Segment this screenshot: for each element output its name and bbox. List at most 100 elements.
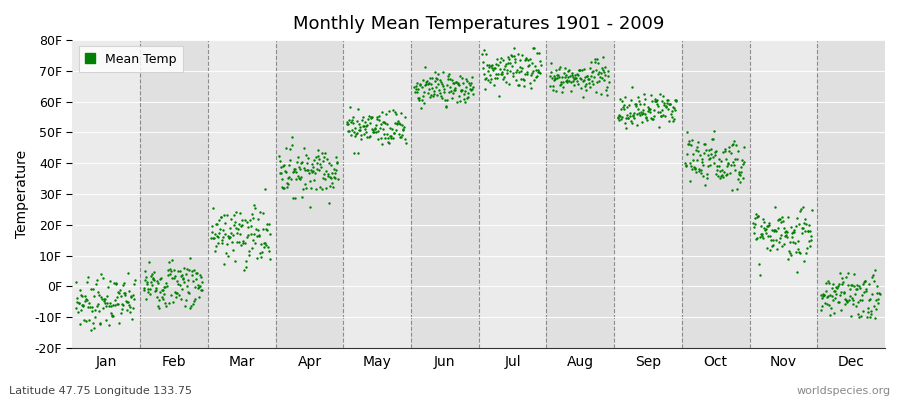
Point [833,288,848,295]
Point [835,280,850,287]
Point [329,167,344,173]
Point [289,169,303,176]
Point [497,66,511,72]
Point [499,79,513,86]
Point [118,290,132,296]
Point [507,44,521,51]
Point [552,74,566,80]
Point [140,296,154,302]
Point [629,110,643,117]
Point [650,97,664,104]
Point [253,209,267,215]
Point [386,107,400,114]
Point [311,167,326,173]
Point [731,176,745,182]
Point [91,288,105,295]
Point [647,96,662,102]
Point [475,50,490,57]
Point [774,232,788,238]
Point [489,61,503,67]
Point [798,228,813,234]
Point [657,100,671,107]
Point [736,174,751,181]
Point [259,226,274,232]
Point [93,320,107,326]
Point [102,322,116,328]
Point [475,64,490,71]
Point [380,131,394,137]
Point [364,113,378,120]
Point [505,53,519,59]
Point [824,293,839,299]
Point [382,140,396,146]
Point [205,229,220,235]
Point [516,76,530,82]
Point [294,194,309,200]
Point [391,121,405,128]
Point [610,115,625,122]
Point [836,279,850,285]
Point [636,109,651,116]
Point [521,57,535,64]
Point [121,270,135,277]
Point [776,218,790,225]
Point [161,267,176,273]
Point [303,204,318,210]
Point [285,169,300,176]
Point [592,69,607,76]
Point [466,84,481,90]
Point [783,252,797,258]
Point [600,92,615,98]
Point [578,74,592,80]
Point [526,45,540,51]
Point [621,115,635,122]
Point [465,91,480,97]
Point [104,310,119,316]
Point [683,160,698,166]
Point [493,59,508,66]
Point [718,172,733,178]
Point [276,162,291,168]
Point [455,80,470,86]
Point [100,292,114,299]
Point [786,239,800,246]
Bar [479,40,546,348]
Point [768,227,782,234]
Point [446,90,460,96]
Point [756,215,770,222]
Point [641,104,655,110]
Point [171,268,185,275]
Point [571,81,585,87]
Point [585,78,599,84]
Point [138,268,152,274]
Point [461,90,475,96]
Point [696,162,710,168]
Point [722,144,736,150]
Point [237,266,251,273]
Point [181,289,195,296]
Point [850,311,865,317]
Point [439,82,454,88]
Point [277,185,292,191]
Point [355,132,369,139]
Point [690,156,705,163]
Point [288,195,302,201]
Point [692,168,706,174]
Point [152,304,166,311]
Point [323,183,338,189]
Title: Monthly Mean Temperatures 1901 - 2009: Monthly Mean Temperatures 1901 - 2009 [293,15,664,33]
Point [392,131,406,138]
Point [292,174,306,181]
Point [857,278,871,285]
Point [274,170,288,176]
Point [778,229,792,235]
Point [764,237,778,243]
Point [725,141,740,147]
Point [441,73,455,79]
Point [547,77,562,84]
Point [761,233,776,240]
Point [178,303,193,309]
Point [434,93,448,99]
Point [499,61,513,68]
Point [297,166,311,173]
